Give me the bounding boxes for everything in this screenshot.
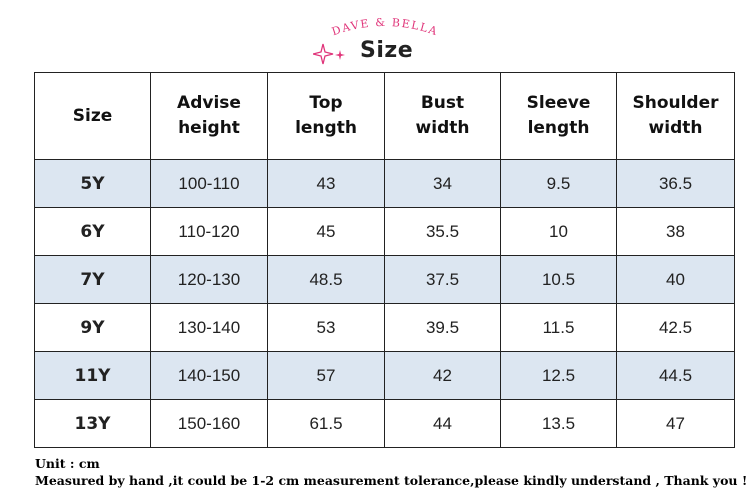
shoulder-width-cell: 47 [616, 399, 735, 448]
page-title: Size [360, 38, 414, 63]
size-cell: 5Y [34, 159, 151, 208]
measurement-notes: Unit : cm Measured by hand ,it could be … [35, 455, 747, 489]
bust-width-cell: 44 [384, 399, 501, 448]
bust-width-cell: 39.5 [384, 303, 501, 352]
sleeve-length-cell: 10 [500, 207, 617, 256]
brand-logo-text: DAVE & BELLA [330, 16, 438, 38]
table-row: 5Y 100-110 43 34 9.5 36.5 [34, 159, 735, 208]
top-length-cell: 61.5 [267, 399, 385, 448]
table-row: 13Y 150-160 61.5 44 13.5 47 [34, 399, 735, 448]
shoulder-width-cell: 36.5 [616, 159, 735, 208]
top-length-cell: 43 [267, 159, 385, 208]
size-cell: 13Y [34, 399, 151, 448]
brand-header: DAVE & BELLA Size [0, 0, 750, 72]
table-row: 7Y 120-130 48.5 37.5 10.5 40 [34, 255, 735, 304]
top-length-cell: 57 [267, 351, 385, 400]
sleeve-length-cell: 12.5 [500, 351, 617, 400]
bust-width-cell: 37.5 [384, 255, 501, 304]
bust-width-cell: 35.5 [384, 207, 501, 256]
table-row: 9Y 130-140 53 39.5 11.5 42.5 [34, 303, 735, 352]
table-row: 11Y 140-150 57 42 12.5 44.5 [34, 351, 735, 400]
header-advise-height: Advise height [150, 72, 268, 160]
sleeve-length-cell: 13.5 [500, 399, 617, 448]
bust-width-cell: 34 [384, 159, 501, 208]
tolerance-note: Measured by hand ,it could be 1-2 cm mea… [35, 473, 748, 488]
table-header-row: Size Advise height Top length Bust width Sl… [34, 72, 735, 160]
top-length-cell: 53 [267, 303, 385, 352]
shoulder-width-cell: 42.5 [616, 303, 735, 352]
header-shoulder-width: Shoulder width [616, 72, 735, 160]
sparkle-icon [313, 43, 345, 65]
size-chart: Size Advise height Top length Bust width Sl… [34, 72, 735, 448]
header-top-length: Top length [267, 72, 385, 160]
header-bust-width: Bust width [384, 72, 501, 160]
advise-height-cell: 150-160 [150, 399, 268, 448]
size-cell: 9Y [34, 303, 151, 352]
header-sleeve-length: Sleeve length [500, 72, 617, 160]
top-length-cell: 48.5 [267, 255, 385, 304]
bust-width-cell: 42 [384, 351, 501, 400]
top-length-cell: 45 [267, 207, 385, 256]
sleeve-length-cell: 9.5 [500, 159, 617, 208]
advise-height-cell: 110-120 [150, 207, 268, 256]
sleeve-length-cell: 10.5 [500, 255, 617, 304]
table-row: 6Y 110-120 45 35.5 10 38 [34, 207, 735, 256]
brand-logo: DAVE & BELLA [330, 16, 440, 38]
unit-note: Unit : cm [35, 456, 100, 471]
sleeve-length-cell: 11.5 [500, 303, 617, 352]
header-size: Size [34, 72, 151, 160]
size-table: Size Advise height Top length Bust width Sl… [34, 72, 735, 448]
advise-height-cell: 130-140 [150, 303, 268, 352]
size-cell: 11Y [34, 351, 151, 400]
advise-height-cell: 120-130 [150, 255, 268, 304]
size-cell: 7Y [34, 255, 151, 304]
svg-text:DAVE & BELLA: DAVE & BELLA [330, 16, 440, 38]
shoulder-width-cell: 38 [616, 207, 735, 256]
advise-height-cell: 140-150 [150, 351, 268, 400]
size-cell: 6Y [34, 207, 151, 256]
shoulder-width-cell: 44.5 [616, 351, 735, 400]
shoulder-width-cell: 40 [616, 255, 735, 304]
advise-height-cell: 100-110 [150, 159, 268, 208]
